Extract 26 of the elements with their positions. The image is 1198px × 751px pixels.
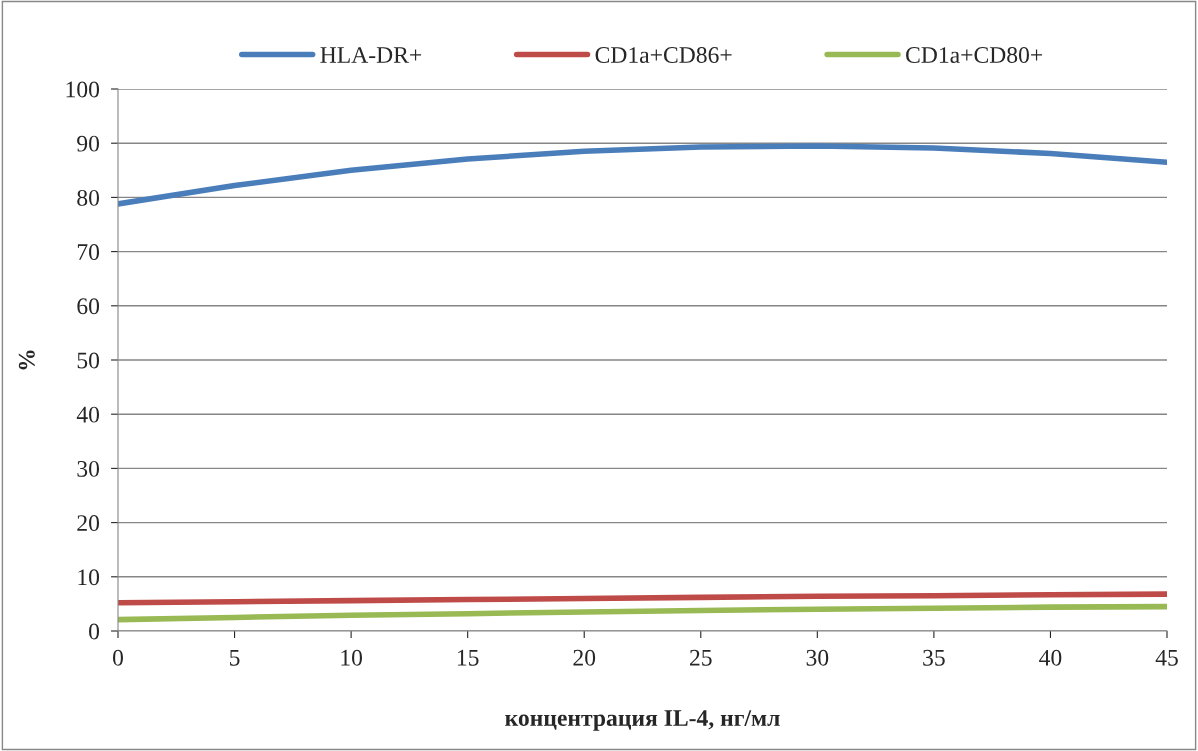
y-tick-label: 100 bbox=[66, 81, 100, 98]
x-tick-label: 30 bbox=[806, 649, 829, 666]
x-tick-label: 15 bbox=[457, 649, 479, 666]
y-tick-label: 30 bbox=[77, 460, 100, 477]
x-tick-label: 40 bbox=[1039, 649, 1062, 666]
legend-label: CD1a+CD86+ bbox=[595, 47, 732, 63]
y-tick-label: 20 bbox=[77, 515, 100, 532]
x-tick-label: 25 bbox=[690, 649, 712, 666]
x-tick-label: 45 bbox=[1155, 649, 1178, 666]
legend-label: CD1a+CD80+ bbox=[906, 47, 1043, 63]
x-tick-label: 5 bbox=[230, 649, 240, 666]
y-tick-label: 50 bbox=[77, 352, 100, 369]
y-tick-label: 40 bbox=[76, 406, 100, 423]
y-tick-label: 0 bbox=[89, 623, 100, 640]
y-tick-label: 60 bbox=[77, 298, 100, 315]
legend-label: HLA-DR+ bbox=[320, 47, 422, 63]
y-tick-label: 80 bbox=[77, 189, 100, 206]
y-tick-label: 10 bbox=[78, 569, 100, 586]
x-tick-label: 20 bbox=[573, 649, 596, 666]
x-tick-label: 35 bbox=[923, 649, 945, 666]
x-tick-label: 0 bbox=[113, 649, 123, 666]
x-axis-title: концентрация IL-4, нг/мл bbox=[505, 710, 780, 731]
y-tick-label: 90 bbox=[77, 135, 100, 152]
y-tick-label: 70 bbox=[77, 244, 100, 261]
x-tick-label: 10 bbox=[341, 649, 363, 666]
y-axis-title: % bbox=[18, 350, 35, 370]
